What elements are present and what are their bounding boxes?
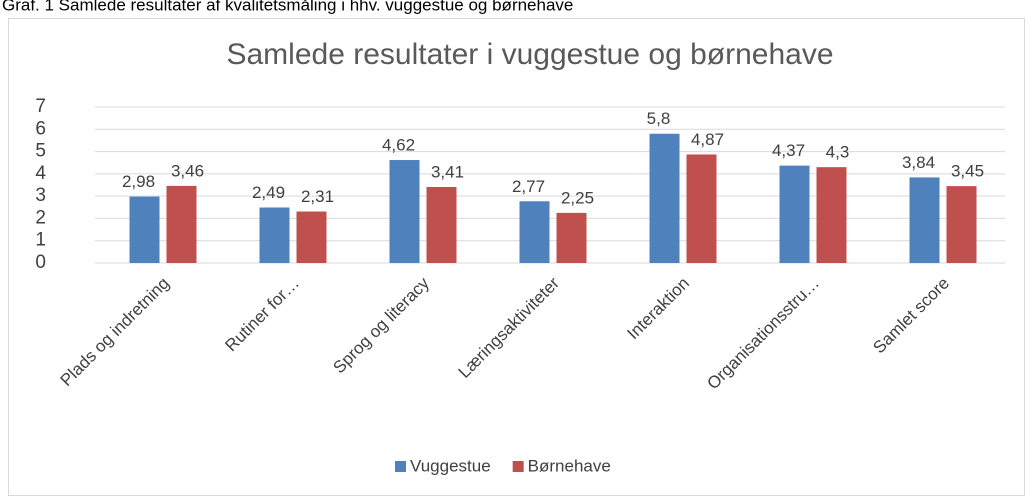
value-label: 5,8 <box>647 109 671 128</box>
value-label: 2,77 <box>512 177 545 196</box>
bar <box>909 177 940 263</box>
value-label: 3,46 <box>171 161 204 180</box>
y-tick-label: 4 <box>35 163 46 184</box>
bar <box>259 207 290 263</box>
value-label: 3,41 <box>431 162 464 181</box>
y-tick-label: 7 <box>35 96 46 117</box>
bar <box>779 165 810 263</box>
x-tick-label: Interaktion <box>623 274 693 344</box>
value-label: 4,37 <box>772 141 805 160</box>
legend-swatch <box>395 461 406 472</box>
value-label: 2,98 <box>122 172 155 191</box>
y-tick-label: 5 <box>35 141 46 162</box>
caption: Graf. 1 Samlede resultater af kvalitetsm… <box>2 0 573 14</box>
y-tick-label: 0 <box>35 252 46 273</box>
bar <box>519 201 550 263</box>
x-tick-label: Læringsaktiviteter <box>455 273 564 382</box>
bar <box>686 154 717 263</box>
value-label: 2,25 <box>561 188 594 207</box>
value-label: 2,31 <box>301 187 334 206</box>
bar <box>556 212 587 263</box>
bar <box>946 186 977 263</box>
x-tick-label: Rutiner for… <box>221 274 303 356</box>
y-tick-label: 1 <box>35 230 46 251</box>
legend-label: Vuggestue <box>410 456 491 475</box>
bar <box>389 160 420 263</box>
value-label: 3,45 <box>951 162 984 181</box>
x-tick-label: Sprog og literacy <box>329 273 433 377</box>
value-label: 3,84 <box>902 153 935 172</box>
bar <box>426 187 457 263</box>
bar <box>649 133 680 263</box>
y-tick-label: 3 <box>35 185 46 206</box>
legend-swatch <box>512 461 524 472</box>
legend-label: Børnehave <box>528 456 611 475</box>
bar <box>296 211 327 263</box>
y-tick-label: 6 <box>35 118 46 139</box>
x-tick-label: Samlet score <box>869 274 953 358</box>
x-tick-label: Plads og indretning <box>57 274 173 390</box>
value-label: 4,87 <box>691 130 724 149</box>
value-label: 4,3 <box>826 143 850 162</box>
bar <box>129 196 160 263</box>
y-tick-label: 2 <box>35 207 46 228</box>
bar <box>166 185 197 263</box>
bar <box>816 167 847 263</box>
value-label: 4,62 <box>382 136 415 155</box>
chart-frame <box>8 18 1025 496</box>
value-label: 2,49 <box>252 183 285 202</box>
chart-title: Samlede resultater i vuggestue og børneh… <box>226 38 833 71</box>
x-tick-label: Organisationsstru… <box>703 274 823 394</box>
